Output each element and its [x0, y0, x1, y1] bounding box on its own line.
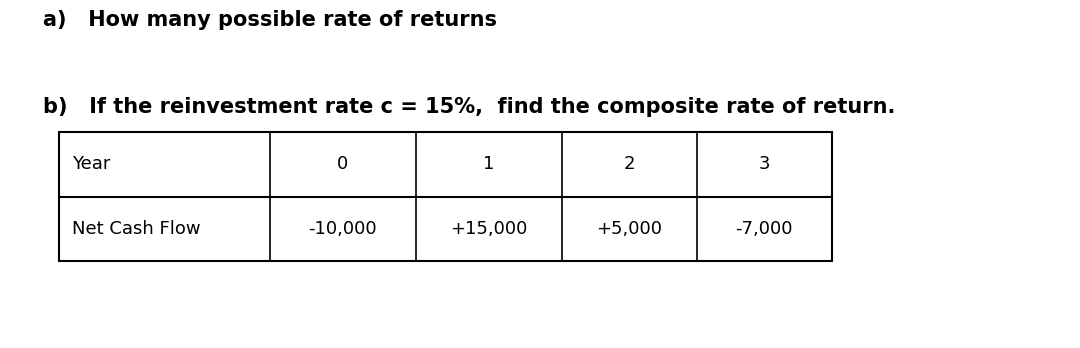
Text: 2: 2 — [623, 156, 635, 173]
Text: Year: Year — [72, 156, 111, 173]
Text: -10,000: -10,000 — [309, 220, 377, 238]
Text: b)   If the reinvestment rate c = 15%,  find the composite rate of return.: b) If the reinvestment rate c = 15%, fin… — [43, 97, 895, 117]
Text: 0: 0 — [337, 156, 349, 173]
Text: 1: 1 — [483, 156, 495, 173]
Text: -7,000: -7,000 — [735, 220, 793, 238]
Text: Net Cash Flow: Net Cash Flow — [72, 220, 201, 238]
Text: 3: 3 — [758, 156, 770, 173]
Text: a)   How many possible rate of returns: a) How many possible rate of returns — [43, 10, 497, 30]
Text: +5,000: +5,000 — [596, 220, 662, 238]
Text: +15,000: +15,000 — [450, 220, 527, 238]
